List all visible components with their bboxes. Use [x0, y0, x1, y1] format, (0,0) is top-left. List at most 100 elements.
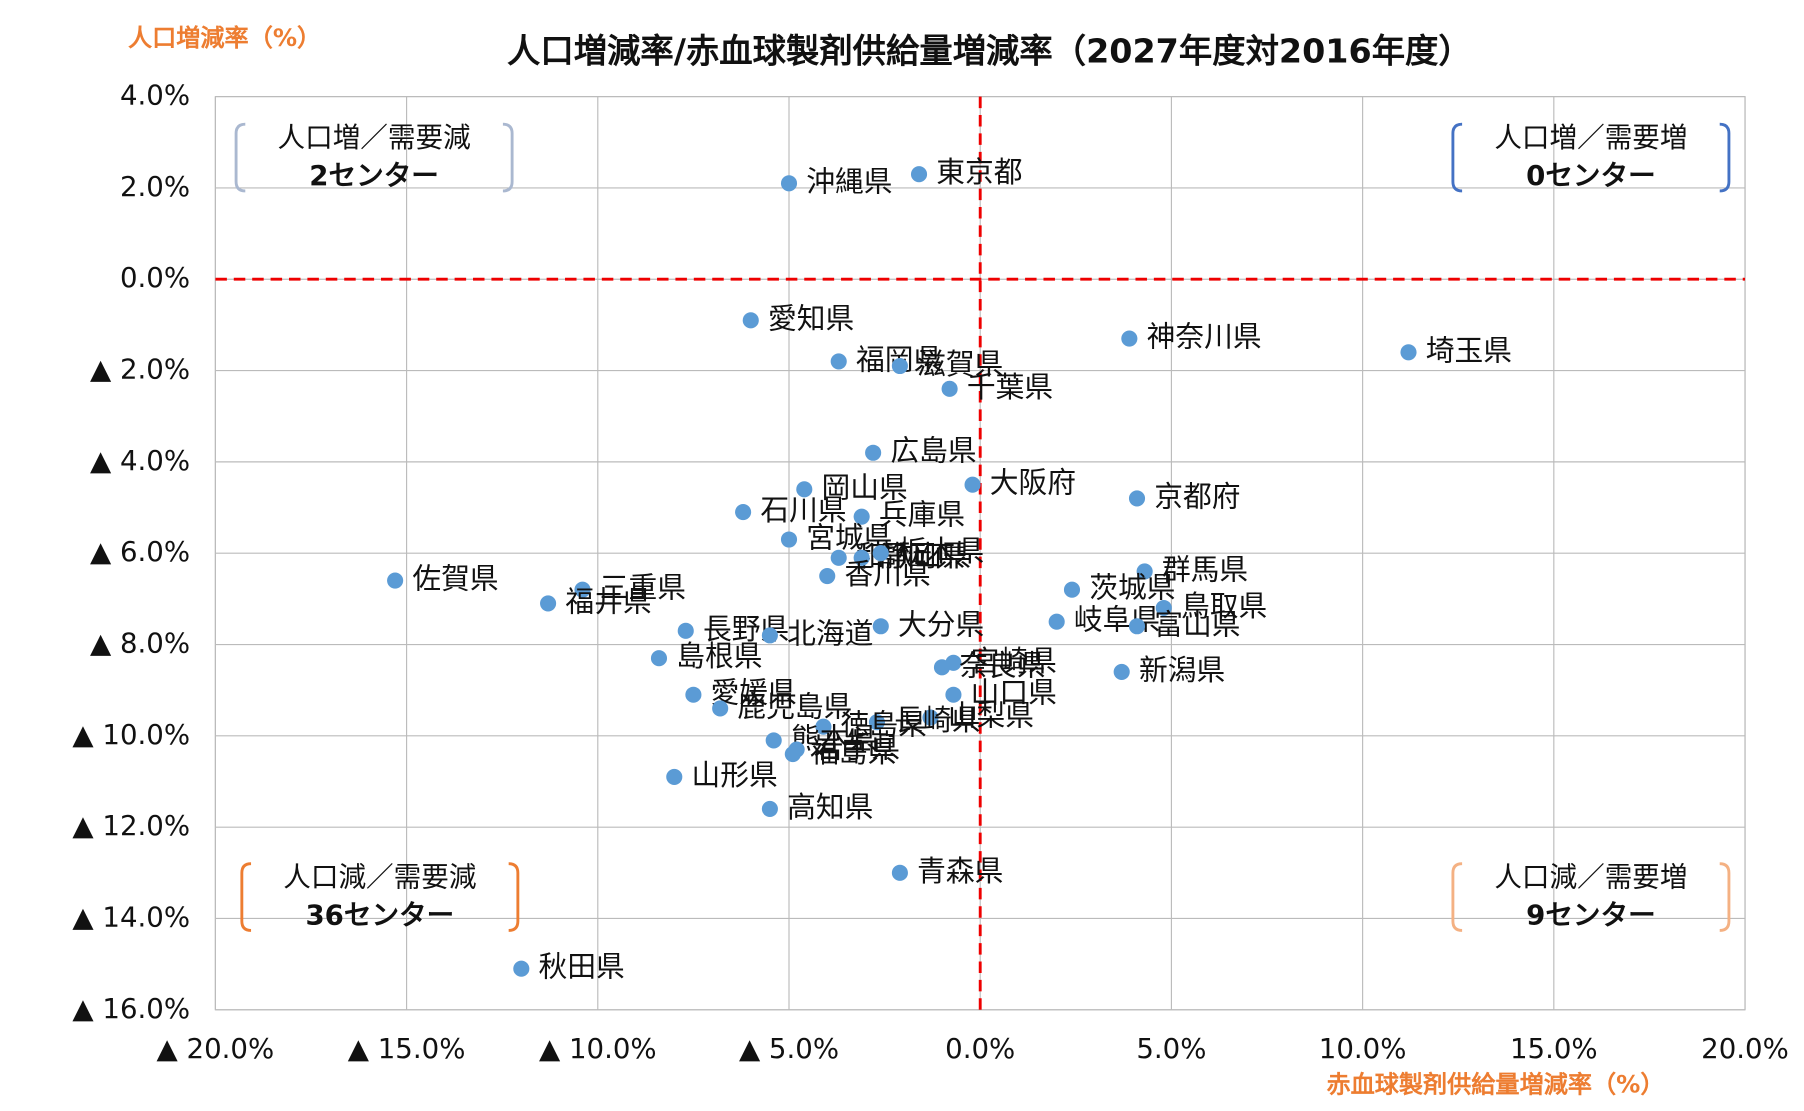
point — [1113, 663, 1130, 680]
point — [922, 709, 939, 726]
point-label: 島根県 — [676, 639, 762, 673]
x-tick-label: ▲ 10.0% — [539, 1032, 657, 1065]
x-tick-label: 0.0% — [945, 1032, 1015, 1065]
quadrant-count: 0センター — [1526, 159, 1656, 192]
point — [945, 686, 962, 703]
point — [872, 545, 889, 562]
bracket — [240, 862, 252, 932]
x-tick-label: 5.0% — [1136, 1032, 1206, 1065]
y-tick-label: ▲ 10.0% — [72, 718, 190, 751]
point — [650, 650, 668, 667]
x-tick-label: 10.0% — [1319, 1032, 1407, 1065]
point — [1400, 344, 1417, 361]
x-tick-label: ▲ 15.0% — [348, 1032, 466, 1065]
point — [964, 476, 981, 493]
point-label: 千葉県 — [967, 370, 1053, 404]
point-label: 徳島県 — [841, 708, 927, 742]
point-label: 秋田県 — [539, 950, 625, 984]
point — [819, 567, 836, 585]
quadrant-count: 2センター — [309, 159, 439, 192]
point — [865, 444, 882, 461]
quadrant-title: 人口増／需要減 — [278, 121, 471, 154]
y-tick-label: ▲ 4.0% — [90, 444, 190, 477]
quadrant-title: 人口増／需要増 — [1494, 121, 1687, 154]
point-label: 滋賀県 — [917, 347, 1003, 381]
y-tick-label: ▲ 6.0% — [90, 535, 190, 568]
point-label: 岩手県 — [814, 731, 900, 765]
point-label: 香川県 — [844, 557, 930, 591]
point — [796, 481, 813, 498]
point-label: 福島県 — [810, 735, 896, 769]
point-label: 埼玉県 — [1426, 333, 1512, 367]
point-label: 宮崎県 — [971, 644, 1057, 678]
point-label: 栃木県 — [898, 534, 984, 568]
point-label: 福井県 — [565, 584, 651, 618]
point-label: 鹿児島県 — [737, 689, 852, 723]
point — [1048, 613, 1065, 630]
y-tick-label: 0.0% — [120, 261, 190, 294]
point-label: 奈良県 — [959, 648, 1045, 682]
point-label: 静岡県 — [879, 539, 965, 573]
point — [761, 800, 778, 817]
quadrant-title: 人口減／需要増 — [1494, 861, 1687, 894]
y-tick-label: ▲ 14.0% — [72, 900, 190, 933]
point — [853, 508, 870, 525]
point — [853, 549, 870, 566]
point — [540, 595, 557, 612]
quadrant-count: 9センター — [1526, 899, 1656, 932]
y-tick-label: 4.0% — [120, 79, 190, 112]
point — [1063, 581, 1081, 598]
point — [868, 714, 886, 731]
point — [677, 622, 694, 639]
point — [910, 166, 928, 183]
point — [830, 549, 847, 566]
point — [1155, 599, 1172, 617]
point — [685, 686, 702, 703]
point-label: 佐賀県 — [412, 562, 498, 596]
point-label: 群馬県 — [1162, 552, 1248, 586]
point — [780, 175, 798, 192]
point — [1121, 330, 1138, 347]
point-label: 沖縄県 — [806, 164, 892, 198]
point-label: 三重県 — [600, 571, 686, 605]
point-label: 山口県 — [971, 676, 1057, 710]
y-tick-label: ▲ 16.0% — [72, 992, 190, 1025]
y-tick-label: ▲ 2.0% — [90, 353, 190, 386]
point-label: 山形県 — [692, 758, 778, 792]
point — [1128, 618, 1146, 635]
x-tick-label: 15.0% — [1510, 1032, 1598, 1065]
point — [574, 581, 591, 598]
point-label: 高知県 — [787, 790, 873, 824]
quadrant-title: 人口減／需要減 — [283, 861, 476, 894]
point-label: 大阪府 — [990, 466, 1076, 500]
point-label: 広島県 — [890, 434, 976, 468]
point — [1128, 490, 1146, 507]
bracket — [1451, 862, 1463, 932]
point — [1136, 563, 1153, 580]
x-tick-label: 20.0% — [1701, 1032, 1789, 1065]
chart-title: 人口増減率/赤血球製剤供給量増減率（2027年度対2016年度） — [507, 31, 1472, 70]
bracket — [502, 122, 514, 193]
bracket — [234, 122, 246, 193]
point — [933, 659, 951, 676]
point — [891, 357, 908, 375]
point — [742, 312, 759, 329]
bracket — [1451, 122, 1463, 193]
point — [784, 746, 801, 763]
point-label: 北海道 — [787, 616, 873, 650]
x-tick-label: ▲ 20.0% — [157, 1032, 275, 1065]
point — [761, 627, 778, 644]
point-label: 熊本県 — [791, 721, 877, 755]
y-tick-label: 2.0% — [120, 170, 190, 203]
point-label: 長崎県 — [894, 703, 980, 737]
point-label: 山梨県 — [948, 699, 1034, 733]
point — [712, 700, 729, 717]
bracket — [1719, 862, 1731, 932]
point-label: 岐阜県 — [1074, 603, 1160, 637]
point — [666, 768, 683, 785]
point-label: 富山県 — [1154, 607, 1240, 641]
point-label: 石川県 — [760, 493, 846, 527]
bracket — [1719, 122, 1731, 193]
point — [872, 618, 889, 635]
y-tick-label: ▲ 8.0% — [90, 627, 190, 660]
